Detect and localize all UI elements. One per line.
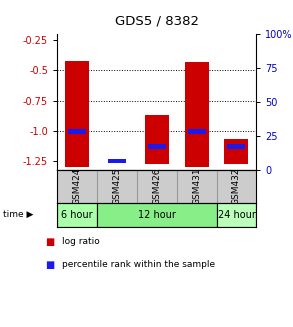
Text: GSM432: GSM432 (232, 168, 241, 205)
Text: time ▶: time ▶ (3, 210, 33, 219)
Text: 24 hour: 24 hour (217, 210, 255, 220)
Bar (188, 129, 206, 134)
Text: GSM424: GSM424 (73, 168, 81, 205)
Text: GSM426: GSM426 (152, 168, 161, 205)
Bar (185, 62, 209, 167)
Text: percentile rank within the sample: percentile rank within the sample (62, 260, 215, 269)
Bar (224, 139, 248, 164)
Bar (57, 202, 97, 227)
Bar (108, 159, 126, 163)
Text: GSM431: GSM431 (192, 168, 201, 205)
Bar (148, 145, 166, 149)
Text: 6 hour: 6 hour (61, 210, 93, 220)
Bar (145, 115, 169, 164)
Text: ■: ■ (45, 260, 55, 270)
Bar (68, 129, 86, 134)
Text: ■: ■ (45, 237, 55, 247)
Text: GSM425: GSM425 (113, 168, 121, 205)
Bar (227, 145, 246, 149)
Bar (65, 61, 89, 167)
Text: log ratio: log ratio (62, 237, 99, 247)
Bar (97, 202, 217, 227)
Text: GDS5 / 8382: GDS5 / 8382 (115, 15, 199, 28)
Text: 12 hour: 12 hour (138, 210, 176, 220)
Bar (217, 202, 256, 227)
